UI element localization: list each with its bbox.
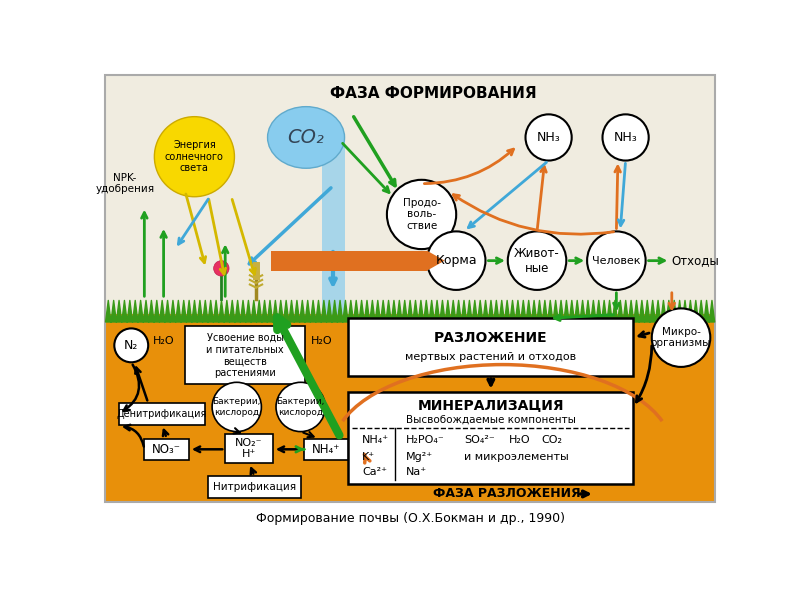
Text: Mg²⁺: Mg²⁺ xyxy=(406,452,434,462)
Circle shape xyxy=(212,382,262,431)
Circle shape xyxy=(587,232,646,290)
Text: Энергия
солнечного
света: Энергия солнечного света xyxy=(165,140,224,173)
Text: NH₄⁺: NH₄⁺ xyxy=(362,435,390,445)
Circle shape xyxy=(652,308,710,367)
Circle shape xyxy=(276,382,326,431)
Text: K⁺: K⁺ xyxy=(362,452,375,462)
Text: Живот-
ные: Живот- ные xyxy=(514,247,560,275)
Circle shape xyxy=(526,115,572,161)
Bar xyxy=(271,251,427,271)
Circle shape xyxy=(114,328,148,362)
Bar xyxy=(349,319,634,376)
Text: Нитрификация: Нитрификация xyxy=(213,482,296,492)
Text: H₂PO₄⁻: H₂PO₄⁻ xyxy=(406,435,445,445)
Bar xyxy=(105,75,715,314)
Bar xyxy=(304,439,349,460)
Text: Микро-
организмы: Микро- организмы xyxy=(651,327,711,349)
Bar xyxy=(226,434,273,463)
Text: H₂O: H₂O xyxy=(509,435,530,445)
Text: Бактерии,
кислород: Бактерии, кислород xyxy=(277,397,325,416)
Text: H₂O: H₂O xyxy=(153,337,174,346)
Bar xyxy=(105,314,715,502)
Text: NO₂⁻
H⁺: NO₂⁻ H⁺ xyxy=(235,438,263,460)
Circle shape xyxy=(214,260,229,276)
Text: NPK-
удобрения: NPK- удобрения xyxy=(95,173,154,194)
Text: ФАЗА ФОРМИРОВАНИЯ: ФАЗА ФОРМИРОВАНИЯ xyxy=(330,86,537,101)
Text: Усвоение воды
и питательных
веществ
растениями: Усвоение воды и питательных веществ раст… xyxy=(206,333,284,378)
Text: мертвых растений и отходов: мертвых растений и отходов xyxy=(406,352,577,362)
Text: Высвобождаемые компоненты: Высвобождаемые компоненты xyxy=(406,415,576,425)
Circle shape xyxy=(154,116,234,197)
Text: РАЗЛОЖЕНИЕ: РАЗЛОЖЕНИЕ xyxy=(434,331,548,344)
Circle shape xyxy=(427,232,486,290)
Text: CO₂: CO₂ xyxy=(541,435,562,445)
Bar xyxy=(208,476,301,498)
Text: и микроэлементы: и микроэлементы xyxy=(464,452,569,462)
Text: Ca²⁺: Ca²⁺ xyxy=(362,467,387,478)
Text: NH₄⁺: NH₄⁺ xyxy=(312,443,340,456)
Text: NO₃⁻: NO₃⁻ xyxy=(152,443,181,456)
Text: МИНЕРАЛИЗАЦИЯ: МИНЕРАЛИЗАЦИЯ xyxy=(418,398,564,412)
Bar xyxy=(144,439,189,460)
Ellipse shape xyxy=(267,107,345,168)
Circle shape xyxy=(387,180,456,249)
Text: N₂: N₂ xyxy=(124,339,138,352)
Text: CO₂: CO₂ xyxy=(288,128,325,147)
Text: Отходы: Отходы xyxy=(672,254,719,267)
Text: Денитрификация: Денитрификация xyxy=(117,409,207,419)
Text: ФАЗА РАЗЛОЖЕНИЯ: ФАЗА РАЗЛОЖЕНИЯ xyxy=(433,487,581,500)
Circle shape xyxy=(602,115,649,161)
Text: NH₃: NH₃ xyxy=(614,131,638,144)
Text: Бактерии,
кислород: Бактерии, кислород xyxy=(213,397,261,416)
Circle shape xyxy=(508,232,566,290)
Bar xyxy=(185,326,305,384)
Bar xyxy=(349,392,634,484)
Text: Na⁺: Na⁺ xyxy=(406,467,427,478)
Text: Человек: Человек xyxy=(592,256,641,266)
Text: H₂O: H₂O xyxy=(310,337,332,346)
Bar xyxy=(322,137,346,314)
Text: Корма: Корма xyxy=(435,254,477,267)
Polygon shape xyxy=(427,251,445,271)
Text: Формирование почвы (О.Х.Бокман и др., 1990): Формирование почвы (О.Х.Бокман и др., 19… xyxy=(255,512,565,525)
Text: SO₄²⁻: SO₄²⁻ xyxy=(464,435,494,445)
Text: Продо-
воль-
ствие: Продо- воль- ствие xyxy=(402,198,441,231)
Bar xyxy=(119,403,205,425)
Text: NH₃: NH₃ xyxy=(537,131,561,144)
